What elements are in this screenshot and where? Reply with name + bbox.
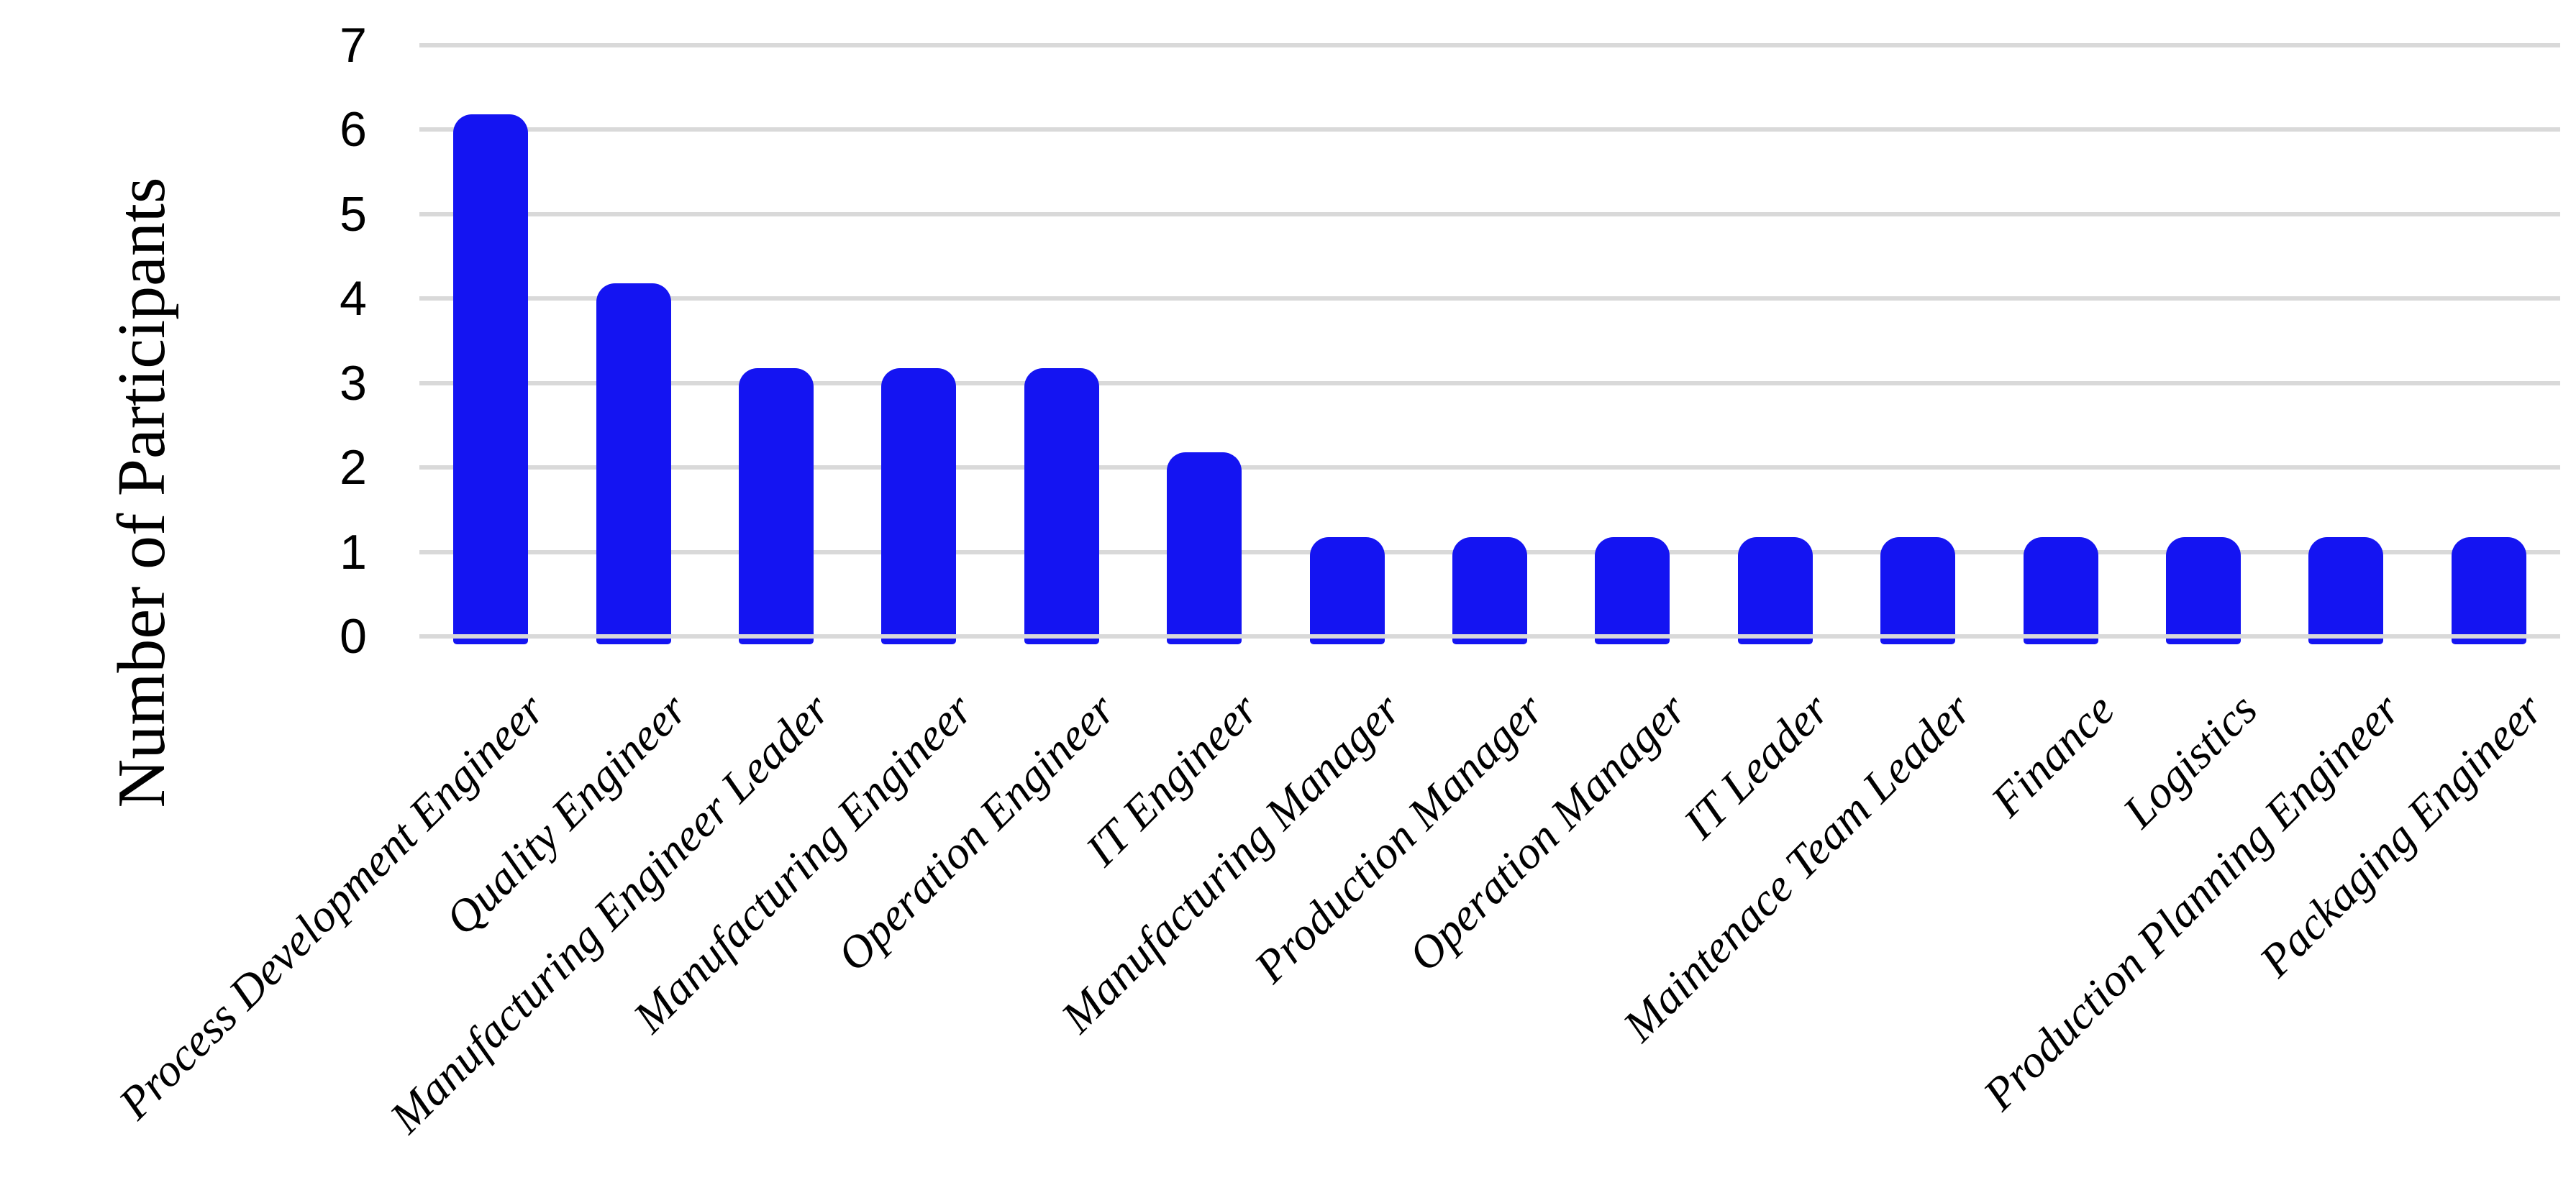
gridline [419,296,2560,301]
bar [1737,536,1813,644]
gridline [419,211,2560,216]
x-category-label: Operation Manager [1398,683,1696,982]
bar [1309,536,1385,644]
x-category-label: Quality Engineer [435,683,697,945]
bar [2308,536,2384,644]
bar [596,283,671,644]
bar [739,367,814,644]
x-axis-baseline [419,634,2560,639]
bar [1595,536,1670,644]
y-axis-title: Number of Participants [104,177,179,808]
gridline [419,380,2560,385]
y-tick-label: 2 [340,440,367,495]
y-tick-label: 6 [340,102,367,157]
bar [1024,367,1099,644]
gridline [419,127,2560,132]
y-tick-label: 1 [340,524,367,580]
y-tick-label: 7 [340,17,367,73]
gridline [419,465,2560,470]
bar [453,114,529,644]
y-tick-label: 5 [340,186,367,242]
bar [1167,452,1242,644]
bar [881,367,957,644]
bar [1452,536,1527,644]
gridline [419,42,2560,47]
y-tick-label: 3 [340,355,367,411]
x-category-label: Finance [1981,683,2124,827]
bar [2451,536,2526,644]
y-tick-label: 4 [340,271,367,326]
bar [2166,536,2241,644]
y-tick-label: 0 [340,609,367,664]
bar [1880,536,1956,644]
bar [2023,536,2098,644]
